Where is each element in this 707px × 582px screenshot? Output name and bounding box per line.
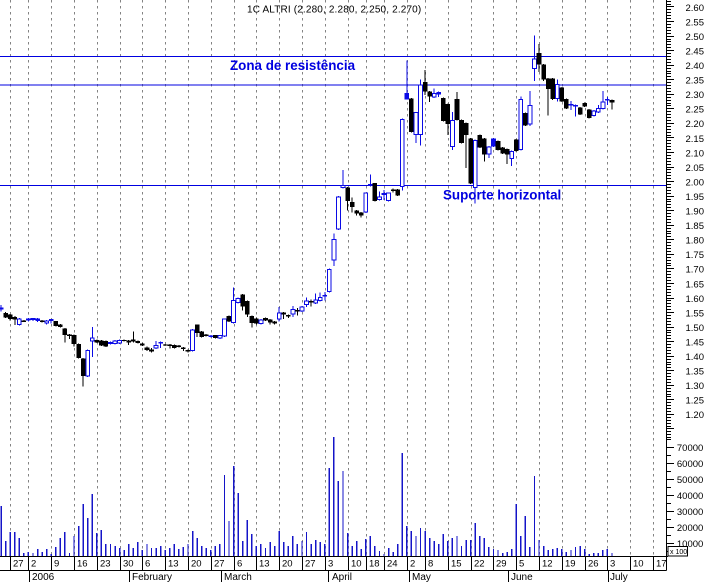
svg-text:1.90: 1.90 <box>686 207 705 218</box>
svg-text:2.10: 2.10 <box>686 148 705 159</box>
svg-text:1.75: 1.75 <box>686 250 705 261</box>
svg-text:1.50: 1.50 <box>686 323 705 334</box>
svg-text:2.25: 2.25 <box>686 105 705 116</box>
svg-text:10: 10 <box>351 559 362 570</box>
svg-text:1.20: 1.20 <box>686 410 705 421</box>
svg-text:2.55: 2.55 <box>686 17 705 28</box>
svg-text:Suporte horizontal: Suporte horizontal <box>443 188 561 203</box>
svg-text:26: 26 <box>588 559 599 570</box>
svg-text:Zona de resistência: Zona de resistência <box>230 58 356 73</box>
svg-text:1.30: 1.30 <box>686 381 705 392</box>
svg-text:1.55: 1.55 <box>686 308 705 319</box>
svg-text:1C ALTRI (2.280, 2.280, 2.250,: 1C ALTRI (2.280, 2.280, 2.250, 2.270) <box>247 5 421 16</box>
svg-text:1.35: 1.35 <box>686 367 705 378</box>
svg-text:3: 3 <box>328 559 333 570</box>
svg-text:3: 3 <box>610 559 615 570</box>
svg-text:19: 19 <box>565 559 576 570</box>
svg-text:2.00: 2.00 <box>686 177 705 188</box>
svg-text:17: 17 <box>656 559 667 570</box>
svg-text:30: 30 <box>123 559 134 570</box>
svg-text:13: 13 <box>259 559 270 570</box>
svg-text:2.40: 2.40 <box>686 61 705 72</box>
svg-text:1.45: 1.45 <box>686 338 705 349</box>
svg-text:2: 2 <box>410 559 415 570</box>
svg-text:10: 10 <box>633 559 644 570</box>
svg-text:1.25: 1.25 <box>686 396 705 407</box>
svg-text:2.45: 2.45 <box>686 46 705 57</box>
svg-text:70000: 70000 <box>677 443 703 454</box>
svg-text:July: July <box>610 572 628 582</box>
svg-text:1.65: 1.65 <box>686 279 705 290</box>
svg-text:12: 12 <box>542 559 553 570</box>
svg-text:15: 15 <box>451 559 462 570</box>
svg-text:2.30: 2.30 <box>686 90 705 101</box>
svg-text:27: 27 <box>13 559 24 570</box>
svg-text:2.20: 2.20 <box>686 119 705 130</box>
svg-text:May: May <box>412 572 431 582</box>
svg-text:27: 27 <box>305 559 316 570</box>
svg-text:24: 24 <box>387 559 398 570</box>
svg-text:1.70: 1.70 <box>686 265 705 276</box>
svg-text:10000: 10000 <box>677 539 703 550</box>
svg-text:29: 29 <box>496 559 507 570</box>
svg-text:x 100: x 100 <box>670 549 687 556</box>
svg-text:March: March <box>224 572 252 582</box>
svg-text:13: 13 <box>168 559 179 570</box>
svg-text:2.35: 2.35 <box>686 76 705 87</box>
svg-text:1.85: 1.85 <box>686 221 705 232</box>
svg-text:1.40: 1.40 <box>686 352 705 363</box>
svg-text:16: 16 <box>77 559 88 570</box>
svg-text:2.15: 2.15 <box>686 134 705 145</box>
svg-text:8: 8 <box>428 559 433 570</box>
svg-text:6: 6 <box>237 559 242 570</box>
svg-text:February: February <box>132 572 172 582</box>
svg-text:2.05: 2.05 <box>686 163 705 174</box>
svg-text:18: 18 <box>369 559 380 570</box>
svg-text:5: 5 <box>519 559 524 570</box>
svg-text:2006: 2006 <box>32 572 55 582</box>
svg-text:April: April <box>332 572 352 582</box>
svg-text:20: 20 <box>282 559 293 570</box>
svg-text:27: 27 <box>214 559 225 570</box>
svg-text:23: 23 <box>100 559 111 570</box>
svg-text:20: 20 <box>191 559 202 570</box>
svg-text:1.80: 1.80 <box>686 236 705 247</box>
svg-text:2: 2 <box>31 559 36 570</box>
svg-text:22: 22 <box>474 559 485 570</box>
svg-text:9: 9 <box>54 559 59 570</box>
svg-text:20000: 20000 <box>677 523 703 534</box>
svg-text:June: June <box>511 572 533 582</box>
svg-text:2.60: 2.60 <box>686 3 705 14</box>
svg-text:50000: 50000 <box>677 475 703 486</box>
svg-text:60000: 60000 <box>677 459 703 470</box>
svg-text:2.50: 2.50 <box>686 32 705 43</box>
svg-text:30000: 30000 <box>677 507 703 518</box>
svg-text:40000: 40000 <box>677 491 703 502</box>
svg-text:1.95: 1.95 <box>686 192 705 203</box>
svg-text:6: 6 <box>145 559 150 570</box>
svg-text:1.60: 1.60 <box>686 294 705 305</box>
